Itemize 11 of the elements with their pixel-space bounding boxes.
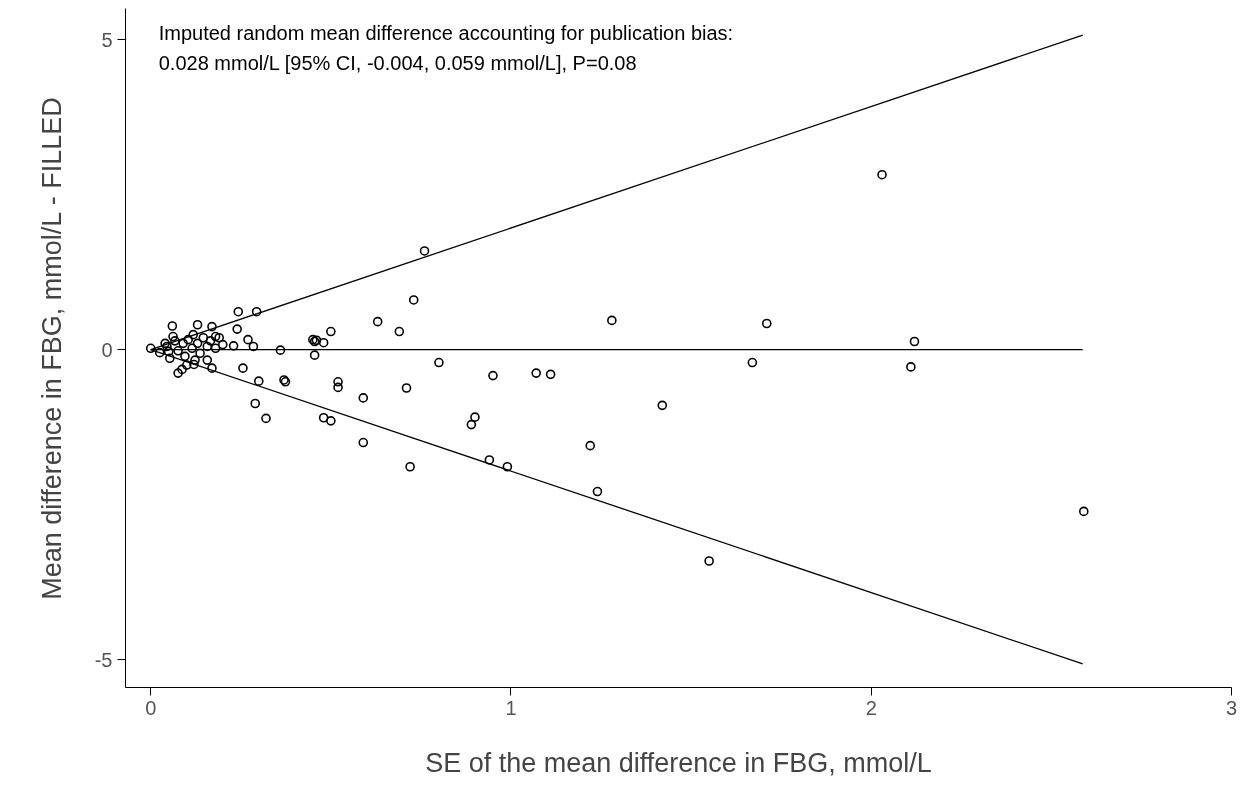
x-tick-label: 1	[505, 696, 517, 719]
annotation: 0.028 mmol/L [95% CI, -0.004, 0.059 mmol/L], P=0.08	[158, 51, 637, 74]
x-tick-label: 2	[865, 696, 877, 719]
annotation: Imputed random mean difference accounting for publication bias:	[158, 21, 734, 44]
y-axis-title: Mean difference in FBG, mmol/L - FILLED	[36, 97, 67, 600]
y-tick-label: -5	[94, 648, 113, 671]
x-axis-title: SE of the mean difference in FBG, mmol/L	[425, 747, 932, 778]
y-tick-label: 5	[101, 28, 113, 51]
y-tick-label: 0	[101, 338, 113, 361]
x-tick-label: 0	[145, 696, 157, 719]
x-tick-label: 3	[1225, 696, 1238, 719]
